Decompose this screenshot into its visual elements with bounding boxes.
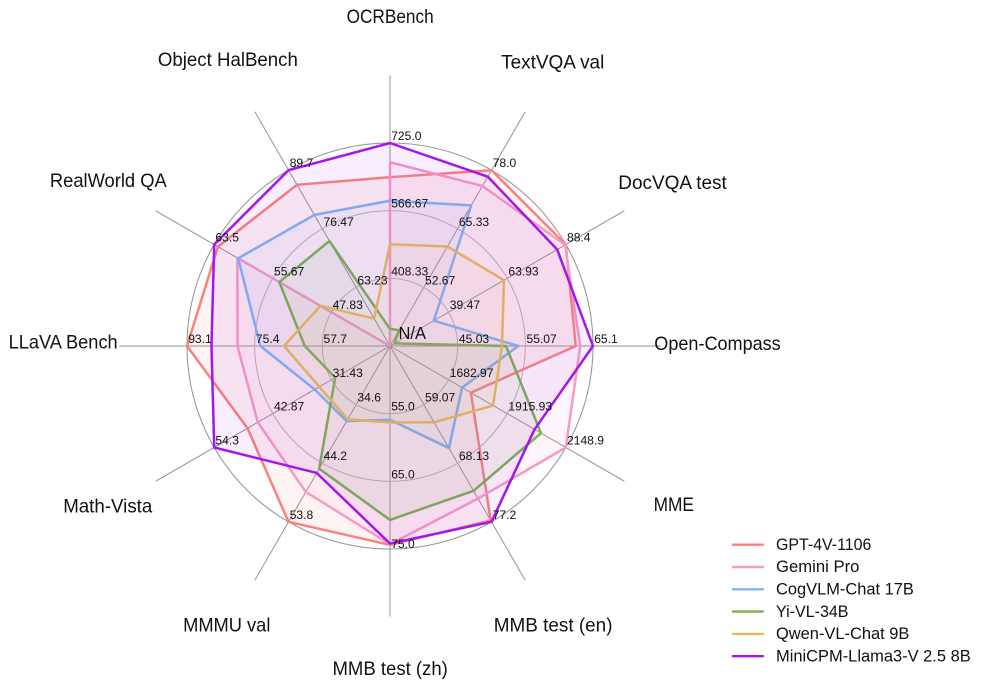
svg-text:N/A: N/A	[399, 323, 427, 343]
svg-text:34.6: 34.6	[357, 391, 381, 405]
svg-text:55.0: 55.0	[391, 400, 415, 414]
svg-text:88.4: 88.4	[567, 231, 591, 245]
svg-text:47.83: 47.83	[333, 298, 364, 312]
svg-text:Gemini Pro: Gemini Pro	[776, 557, 859, 576]
svg-text:CogVLM-Chat 17B: CogVLM-Chat 17B	[776, 580, 914, 599]
svg-text:1915.93: 1915.93	[508, 400, 552, 414]
svg-text:MMB test (zh): MMB test (zh)	[333, 658, 448, 680]
svg-text:75.4: 75.4	[256, 332, 280, 346]
svg-text:39.47: 39.47	[450, 298, 481, 312]
svg-text:57.7: 57.7	[324, 332, 348, 346]
svg-text:31.43: 31.43	[333, 366, 364, 380]
svg-text:53.8: 53.8	[290, 508, 314, 522]
svg-text:63.93: 63.93	[508, 264, 539, 278]
svg-text:MMMU val: MMMU val	[183, 615, 270, 637]
svg-text:44.2: 44.2	[324, 449, 348, 463]
svg-text:Open-Compass: Open-Compass	[654, 333, 780, 355]
svg-text:Object HalBench: Object HalBench	[158, 49, 298, 71]
svg-text:Qwen-VL-Chat 9B: Qwen-VL-Chat 9B	[776, 624, 909, 643]
svg-text:52.67: 52.67	[425, 273, 456, 287]
svg-text:GPT-4V-1106: GPT-4V-1106	[776, 535, 871, 554]
svg-text:63.5: 63.5	[215, 231, 239, 245]
svg-text:408.33: 408.33	[391, 264, 428, 278]
svg-text:63.23: 63.23	[357, 273, 388, 287]
svg-text:78.0: 78.0	[493, 156, 517, 170]
svg-text:MME: MME	[654, 494, 694, 516]
svg-text:45.03: 45.03	[459, 332, 490, 346]
svg-text:725.0: 725.0	[391, 129, 422, 143]
svg-text:1682.97: 1682.97	[450, 366, 494, 380]
svg-text:93.1: 93.1	[188, 332, 212, 346]
svg-text:54.3: 54.3	[215, 434, 239, 448]
svg-text:65.0: 65.0	[391, 467, 415, 481]
svg-text:RealWorld QA: RealWorld QA	[50, 170, 168, 192]
svg-text:Yi-VL-34B: Yi-VL-34B	[776, 602, 849, 621]
svg-text:LLaVA Bench: LLaVA Bench	[9, 331, 118, 353]
svg-text:55.07: 55.07	[527, 332, 558, 346]
svg-text:566.67: 566.67	[391, 197, 428, 211]
svg-text:68.13: 68.13	[459, 449, 490, 463]
svg-text:MMB test (en): MMB test (en)	[494, 614, 613, 636]
svg-text:MiniCPM-Llama3-V 2.5 8B: MiniCPM-Llama3-V 2.5 8B	[776, 646, 971, 665]
svg-text:42.87: 42.87	[274, 400, 305, 414]
svg-text:TextVQA val: TextVQA val	[501, 51, 604, 73]
svg-text:89.7: 89.7	[290, 156, 314, 170]
svg-text:65.1: 65.1	[594, 332, 618, 346]
svg-text:OCRBench: OCRBench	[347, 6, 434, 28]
svg-text:2148.9: 2148.9	[567, 434, 604, 448]
svg-text:55.67: 55.67	[274, 264, 305, 278]
svg-text:Math-Vista: Math-Vista	[63, 496, 152, 518]
svg-text:DocVQA test: DocVQA test	[618, 172, 727, 194]
svg-text:65.33: 65.33	[459, 215, 490, 229]
svg-text:76.47: 76.47	[324, 215, 355, 229]
svg-text:75.0: 75.0	[391, 537, 415, 551]
svg-text:77.2: 77.2	[493, 508, 517, 522]
svg-text:59.07: 59.07	[425, 391, 456, 405]
